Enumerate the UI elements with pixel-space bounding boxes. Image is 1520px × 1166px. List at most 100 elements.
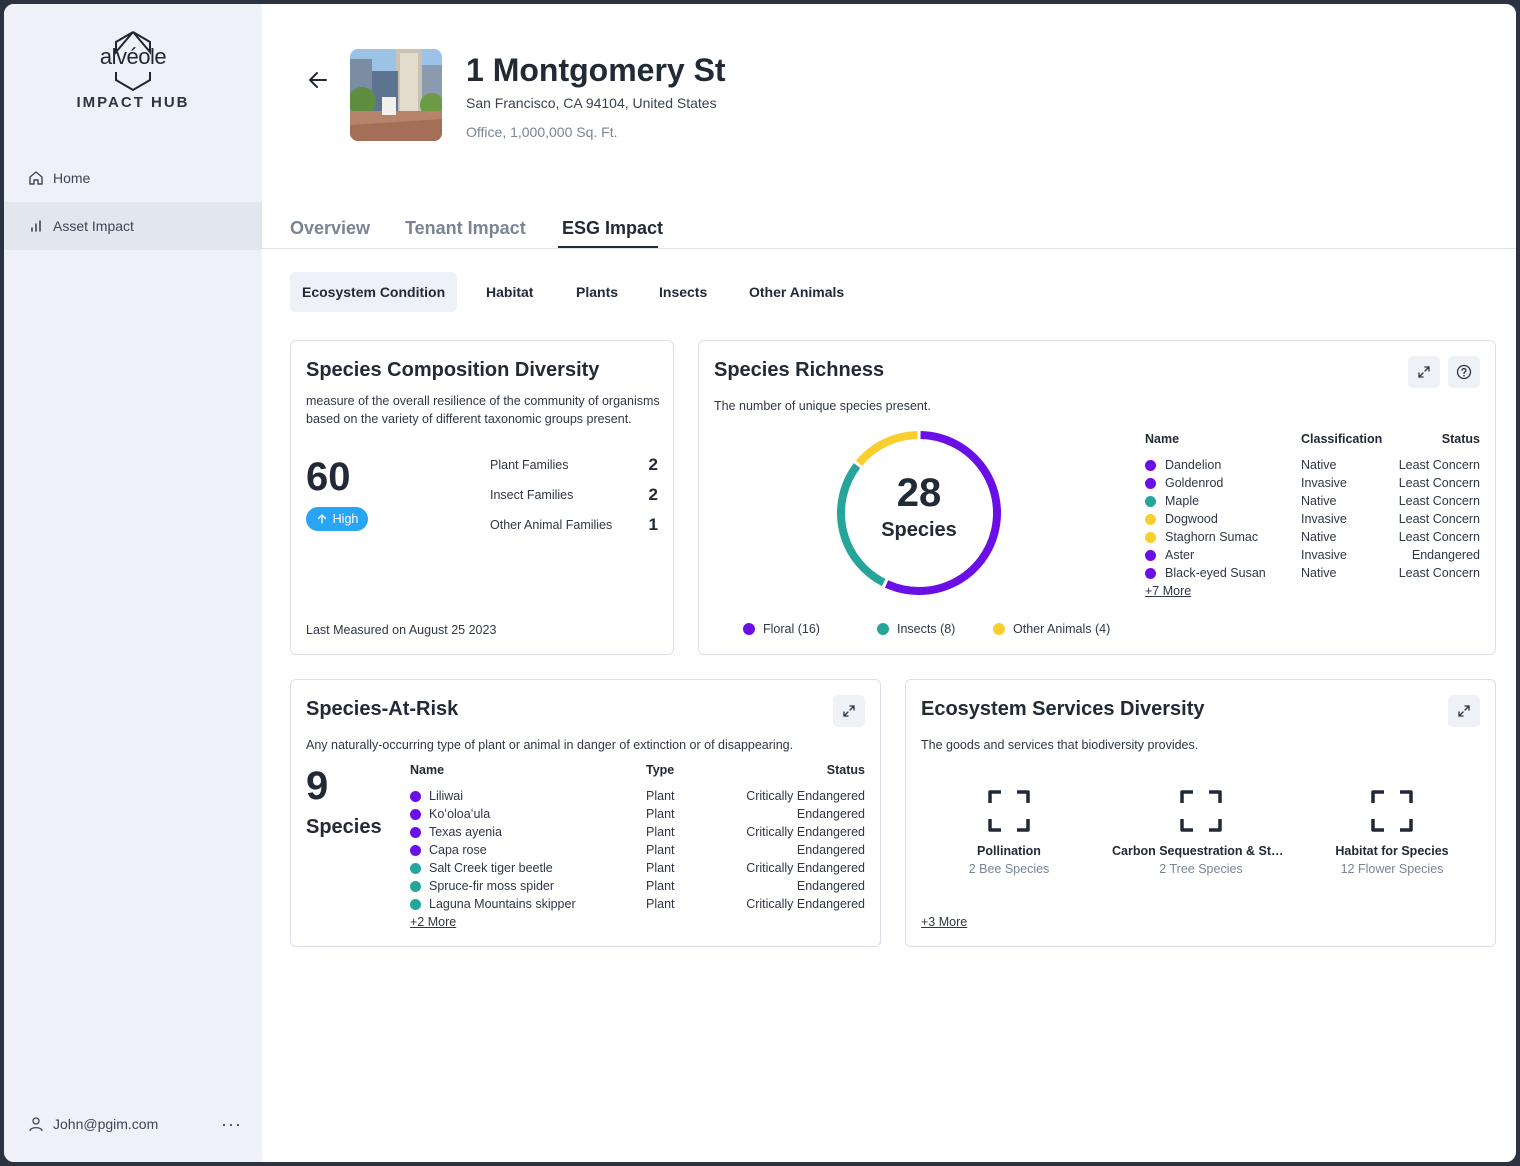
species-composition-card: Species Composition Diversity measure of…: [290, 340, 674, 655]
card-description: The number of unique species present.: [714, 399, 931, 413]
species-dot: [410, 827, 421, 838]
species-donut-chart: [837, 431, 1001, 595]
expand-button[interactable]: [833, 695, 865, 727]
species-dot: [410, 845, 421, 856]
cell-classification: Invasive: [1301, 548, 1347, 562]
building-address: San Francisco, CA 94104, United States: [466, 95, 717, 111]
species-dot: [410, 899, 421, 910]
species-dot: [1145, 568, 1156, 579]
card-description: Any naturally-occurring type of plant or…: [306, 738, 794, 752]
cell-type: Plant: [646, 879, 675, 893]
cell-type: Plant: [646, 861, 675, 875]
logo: alvéole: [4, 30, 262, 92]
sidebar-item-label: Home: [53, 170, 91, 186]
focus-frame-icon: [1371, 790, 1413, 832]
cell-type: Plant: [646, 789, 675, 803]
logo-hex-icon: [115, 31, 151, 92]
legend-dot: [877, 623, 889, 635]
species-total: 28: [896, 471, 942, 515]
more-species-link[interactable]: +7 More: [1145, 584, 1192, 598]
sidebar: alvéole IMPACT HUB Home Asset Impact Joh…: [4, 4, 262, 1162]
service-pollination: Pollination 2 Bee Species: [914, 790, 1104, 876]
cell-status: Least Concern: [1398, 512, 1480, 526]
donut-segment-insects: [837, 463, 886, 587]
bar-chart-icon: [28, 218, 44, 234]
cell-type: Plant: [646, 825, 675, 839]
family-value: 1: [648, 515, 658, 534]
family-label: Plant Families: [490, 458, 569, 472]
cell-classification: Native: [1301, 530, 1337, 544]
species-dot: [410, 809, 421, 820]
legend-floral: Floral (16): [743, 622, 820, 636]
card-description: measure of the overall resilience of the…: [306, 394, 660, 426]
service-name: Pollination: [977, 844, 1041, 858]
cell-status: Critically Endangered: [746, 897, 865, 911]
cell-name: Texas ayenia: [429, 825, 502, 839]
legend-label: Insects (8): [897, 622, 956, 636]
cell-name: Staghorn Sumac: [1165, 530, 1259, 544]
cell-status: Endangered: [1411, 548, 1480, 562]
family-row: Other Animal Families 1: [490, 515, 658, 534]
cell-status: Least Concern: [1398, 566, 1480, 580]
species-dot: [1145, 532, 1156, 543]
last-measured: Last Measured on August 25 2023: [306, 623, 497, 637]
column-header-status: Status: [826, 763, 865, 777]
more-services-link[interactable]: +3 More: [921, 915, 968, 929]
more-at-risk-link[interactable]: +2 More: [410, 915, 457, 929]
cell-status: Endangered: [796, 843, 865, 857]
back-arrow-icon[interactable]: [306, 68, 330, 92]
expand-icon: [1458, 705, 1470, 717]
app-title: IMPACT HUB: [76, 94, 190, 111]
sidebar-item-home[interactable]: Home: [4, 154, 262, 202]
species-dot: [1145, 550, 1156, 561]
tab-tenant-impact[interactable]: Tenant Impact: [405, 218, 526, 238]
legend-label: Floral (16): [763, 622, 820, 636]
species-dot: [410, 791, 421, 802]
cell-status: Least Concern: [1398, 530, 1480, 544]
subtab-insects[interactable]: Insects: [659, 284, 708, 300]
expand-button[interactable]: [1448, 695, 1480, 727]
expand-button[interactable]: [1408, 356, 1440, 388]
user-menu[interactable]: John@pgim.com ···: [28, 1114, 242, 1134]
page-title: 1 Montgomery St: [466, 52, 726, 88]
legend-label: Other Animals (4): [1013, 622, 1111, 636]
tab-overview[interactable]: Overview: [290, 218, 371, 238]
cell-status: Least Concern: [1398, 494, 1480, 508]
service-habitat: Habitat for Species 12 Flower Species: [1297, 790, 1487, 876]
cell-classification: Invasive: [1301, 512, 1347, 526]
logo-wordmark: alvéole: [99, 44, 167, 69]
cell-name: Capa rose: [429, 843, 487, 857]
cell-status: Critically Endangered: [746, 789, 865, 803]
donut-segment-other_animals: [855, 431, 918, 466]
subtab-ecosystem-condition[interactable]: Ecosystem Condition: [290, 272, 458, 312]
subtab-other-animals[interactable]: Other Animals: [749, 284, 845, 300]
home-icon: [28, 170, 44, 186]
cell-status: Least Concern: [1398, 458, 1480, 472]
cell-classification: Native: [1301, 494, 1337, 508]
help-icon: [1456, 364, 1472, 380]
column-header-name: Name: [410, 763, 445, 777]
legend-insects: Insects (8): [877, 622, 955, 636]
focus-frame-icon: [988, 790, 1030, 832]
subtab-plants[interactable]: Plants: [576, 284, 619, 300]
cell-status: Least Concern: [1398, 476, 1480, 490]
cell-type: Plant: [646, 807, 675, 821]
family-row: Insect Families 2: [490, 485, 658, 504]
building-photo: [350, 49, 442, 141]
main-content: 1 Montgomery St San Francisco, CA 94104,…: [262, 4, 1516, 1162]
species-richness-card: Species Richness The number of unique sp…: [698, 340, 1496, 655]
family-value: 2: [648, 485, 658, 504]
species-dot: [1145, 478, 1156, 489]
service-sub: 12 Flower Species: [1340, 862, 1444, 876]
subtab-habitat[interactable]: Habitat: [486, 284, 534, 300]
badge-label: High: [332, 512, 359, 526]
help-button[interactable]: [1448, 356, 1480, 388]
expand-icon: [1418, 366, 1430, 378]
cell-name: Spruce-fir moss spider: [429, 879, 555, 893]
tab-esg-impact[interactable]: ESG Impact: [562, 218, 664, 238]
sidebar-item-label: Asset Impact: [53, 218, 134, 234]
sidebar-item-asset-impact[interactable]: Asset Impact: [4, 202, 262, 250]
more-options-icon[interactable]: ···: [221, 1114, 242, 1134]
card-title: Species Richness: [714, 359, 885, 381]
